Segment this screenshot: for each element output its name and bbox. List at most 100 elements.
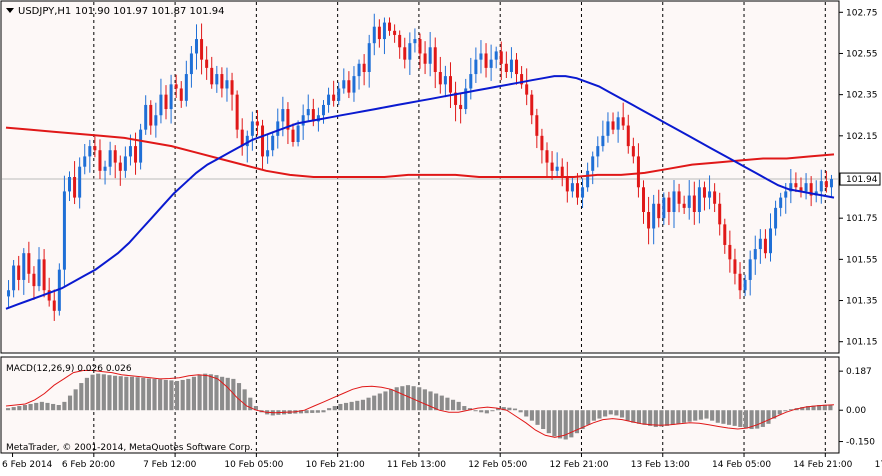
candle-body <box>642 187 646 212</box>
macd-bar <box>310 410 315 413</box>
candle-body <box>362 63 366 72</box>
candle-body <box>631 146 635 157</box>
time-tick-label: 6 Feb 20:00 <box>62 460 116 470</box>
candle-body <box>626 125 630 147</box>
candle-body <box>194 39 198 54</box>
macd-bar <box>608 410 613 415</box>
candle-body <box>606 121 610 136</box>
macd-bar <box>22 405 28 411</box>
macd-bar <box>34 402 39 411</box>
candle-body <box>179 88 183 101</box>
macd-bar <box>439 395 444 411</box>
time-tick-label: 14 Feb 21:00 <box>793 460 852 470</box>
candle-body <box>718 203 722 225</box>
macd-bar <box>467 408 473 411</box>
candle-body <box>530 94 534 116</box>
macd-bar <box>642 410 647 425</box>
candle-body <box>540 135 544 151</box>
macd-bar <box>490 410 495 412</box>
macd-bar <box>501 407 506 411</box>
macd-bar <box>135 377 140 411</box>
candle-body <box>809 183 813 196</box>
candle-body <box>535 115 539 136</box>
macd-bar <box>383 391 388 411</box>
candle-body <box>47 290 51 301</box>
candle-body <box>301 115 305 126</box>
time-tick-label: 12 Feb 21:00 <box>549 460 608 470</box>
copyright-label: MetaTrader, © 2001-2014, MetaQuotes Soft… <box>6 443 253 453</box>
candle-body <box>271 135 275 151</box>
macd-bar <box>56 405 61 411</box>
price-tick-label: 102.15 <box>846 132 878 142</box>
candle-body <box>713 191 717 204</box>
macd-bar <box>51 403 56 411</box>
candle-body <box>347 80 351 93</box>
candle-body <box>738 273 742 291</box>
candle-body <box>728 244 732 260</box>
candle-body <box>636 156 640 188</box>
candle-body <box>291 129 295 142</box>
candle-body <box>418 39 422 54</box>
candle-body <box>42 259 46 291</box>
macd-bar <box>653 410 658 427</box>
candle-body <box>687 195 691 208</box>
ma-fast-line <box>5 75 835 310</box>
candle-body <box>459 104 463 110</box>
macd-bar <box>338 403 343 411</box>
macd-bar <box>394 387 399 411</box>
macd-bar <box>450 399 456 411</box>
candle-body <box>144 104 148 130</box>
time-tick-label: 7 Feb 12:00 <box>143 460 197 470</box>
candle-body <box>367 43 371 72</box>
price-tick-label: 101.75 <box>846 214 878 224</box>
candle-body <box>123 156 127 171</box>
macd-bar <box>186 378 191 411</box>
macd-bar <box>726 410 732 425</box>
macd-bar <box>236 383 242 411</box>
candle-body <box>504 63 508 72</box>
candle-body <box>789 183 793 192</box>
macd-bar <box>67 395 73 411</box>
candle-body <box>763 238 767 254</box>
macd-bar <box>113 375 118 411</box>
candle-body <box>225 80 229 89</box>
candle-body <box>108 150 112 167</box>
macd-bar <box>360 399 365 411</box>
macd-bar <box>625 410 630 421</box>
candles <box>7 13 833 321</box>
macd-bar <box>648 410 653 426</box>
candle-body <box>169 84 173 110</box>
macd-bar <box>321 410 326 413</box>
candle-body <box>667 197 671 212</box>
macd-bar <box>496 408 501 411</box>
macd-bar <box>152 378 157 411</box>
symbol-dropdown-icon[interactable] <box>6 8 14 13</box>
candle-body <box>62 191 66 270</box>
macd-bar <box>524 410 529 417</box>
macd-bar <box>6 408 11 411</box>
candle-body <box>616 117 620 130</box>
candle-body <box>382 22 386 40</box>
candle-body <box>769 228 773 254</box>
macd-bar <box>39 401 44 411</box>
candle-body <box>601 135 605 147</box>
macd-bar <box>603 410 608 417</box>
candle-body <box>255 121 259 126</box>
candle-body <box>657 203 661 219</box>
candle-body <box>261 125 265 157</box>
macd-bar <box>428 391 433 411</box>
macd-bar <box>512 408 518 411</box>
macd-bar <box>822 404 827 411</box>
candle-body <box>733 259 737 274</box>
candle-body <box>250 121 254 136</box>
candle-body <box>316 115 320 122</box>
candle-body <box>702 187 706 198</box>
candle-body <box>708 191 712 198</box>
macd-bar <box>327 408 332 411</box>
macd-bar <box>749 410 754 430</box>
candle-body <box>438 72 442 85</box>
candle-body <box>93 146 97 151</box>
macd-bar <box>563 410 568 440</box>
